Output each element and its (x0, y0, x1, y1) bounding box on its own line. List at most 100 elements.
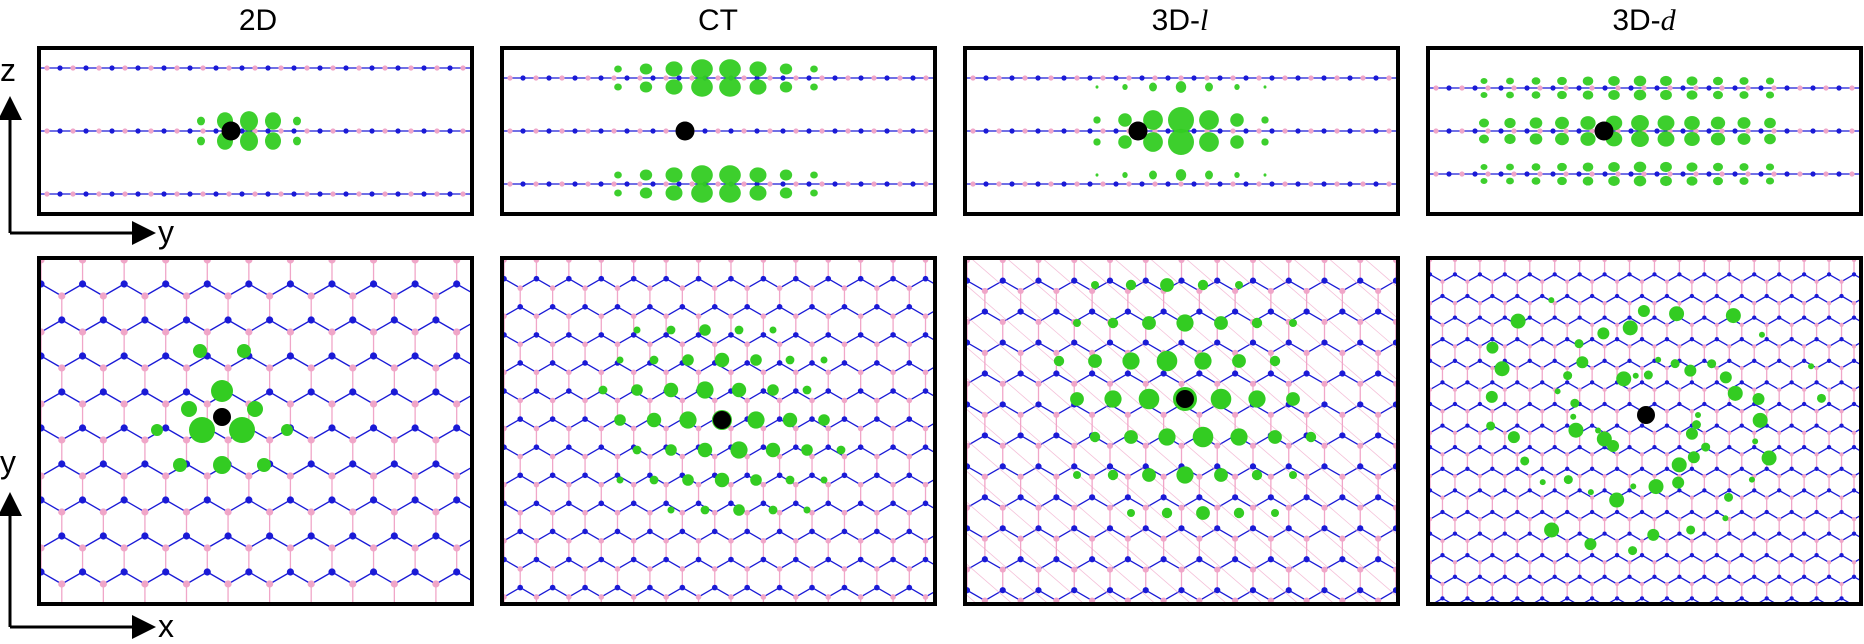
nitrogen-atom (858, 501, 864, 507)
nitrogen-atom (1839, 423, 1843, 427)
nitrogen-atom (906, 304, 912, 310)
b-n-bond (1667, 339, 1679, 346)
boron-atom (1640, 366, 1644, 370)
nitrogen-atom (832, 128, 837, 133)
density-lobe (1122, 84, 1127, 90)
nitrogen-atom (1107, 463, 1113, 469)
b-n-bond (1742, 382, 1754, 389)
boron-atom (1515, 409, 1519, 413)
boron-atom (923, 538, 929, 544)
boron-atom (1745, 128, 1750, 133)
b-n-bond (311, 356, 332, 368)
nitrogen-atom (1789, 423, 1793, 427)
boron-atom (1100, 128, 1105, 133)
nitrogen-atom (1677, 402, 1681, 406)
defect-atom (676, 122, 695, 141)
b-n-bond (967, 312, 985, 322)
boron-atom (663, 370, 669, 376)
b-n-bond (311, 572, 332, 584)
nitrogen-atom (1357, 525, 1363, 531)
boron-atom (349, 580, 356, 587)
boron-atom (1375, 597, 1381, 602)
nitrogen-atom (1089, 494, 1095, 500)
nitrogen-atom (1814, 423, 1818, 427)
b-n-bond (1642, 469, 1654, 476)
density-lobe (1532, 91, 1541, 99)
boron-atom (566, 313, 572, 319)
boron-atom (533, 75, 538, 80)
nitrogen-atom (1702, 359, 1706, 363)
nitrogen-atom (1515, 423, 1519, 427)
nitrogen-atom (809, 472, 815, 478)
boron-atom (663, 482, 669, 488)
boron-atom (1214, 260, 1220, 263)
boron-atom (453, 472, 460, 479)
boron-atom (1308, 128, 1313, 133)
nitrogen-atom (1665, 294, 1669, 298)
b-n-bond (353, 536, 374, 548)
nitrogen-atom (858, 388, 864, 394)
b-n-bond (553, 419, 569, 428)
boron-atom (1250, 505, 1256, 511)
boron-atom (434, 128, 439, 133)
density-spot (682, 474, 694, 486)
nitrogen-atom (1553, 488, 1557, 492)
boron-atom (598, 370, 604, 376)
b-n-bond (1642, 339, 1654, 346)
boron-atom (1453, 431, 1457, 435)
boron-atom (598, 426, 604, 432)
nitrogen-atom (162, 352, 169, 359)
boron-atom (1250, 443, 1256, 449)
nitrogen-atom (453, 424, 460, 431)
boron-atom (349, 292, 356, 299)
b-n-bond (1592, 318, 1604, 325)
nitrogen-atom (1453, 315, 1457, 319)
boron-atom (204, 328, 211, 335)
boron-atom (858, 594, 864, 600)
b-n-bond (601, 307, 617, 316)
overlay-bond (967, 260, 985, 270)
density-lobe (780, 63, 792, 74)
b-n-bond (1617, 577, 1629, 584)
boron-atom (1000, 505, 1006, 511)
boron-atom (308, 580, 315, 587)
boron-atom (1334, 75, 1339, 80)
nitrogen-atom (982, 309, 988, 315)
nitrogen-atom (517, 529, 523, 535)
nitrogen-atom (825, 557, 831, 563)
nitrogen-atom (1640, 467, 1644, 471)
b-n-bond (332, 464, 353, 476)
boron-atom (845, 128, 850, 133)
nitrogen-atom (1777, 488, 1781, 492)
nitrogen-atom (1640, 380, 1644, 384)
b-n-bond (1592, 555, 1604, 562)
nitrogen-atom (287, 280, 294, 287)
nitrogen-atom (777, 360, 783, 366)
b-n-bond (1271, 404, 1289, 414)
boron-atom (663, 181, 668, 186)
boron-atom (245, 328, 252, 335)
nitrogen-atom (906, 585, 912, 591)
density-spot (783, 413, 797, 427)
b-n-bond (1617, 426, 1629, 433)
density-lobe (1660, 176, 1672, 186)
boron-atom (842, 566, 848, 572)
nitrogen-atom (41, 496, 45, 503)
density-spot (801, 444, 813, 456)
boron-atom (689, 75, 694, 80)
density-lobe (780, 169, 792, 180)
nitrogen-atom (890, 501, 896, 507)
b-n-bond (1164, 559, 1182, 569)
boron-atom (100, 508, 107, 515)
density-lobe (666, 167, 683, 182)
nitrogen-atom (1161, 556, 1167, 562)
boron-atom (41, 472, 45, 479)
nitrogen-atom (1602, 488, 1606, 492)
boron-atom (1465, 323, 1469, 327)
boron-atom (1839, 279, 1843, 283)
nitrogen-atom (663, 501, 669, 507)
boron-atom (183, 364, 190, 371)
b-n-bond (601, 560, 617, 569)
density-spot (633, 446, 642, 455)
nitrogen-atom (1286, 587, 1292, 593)
